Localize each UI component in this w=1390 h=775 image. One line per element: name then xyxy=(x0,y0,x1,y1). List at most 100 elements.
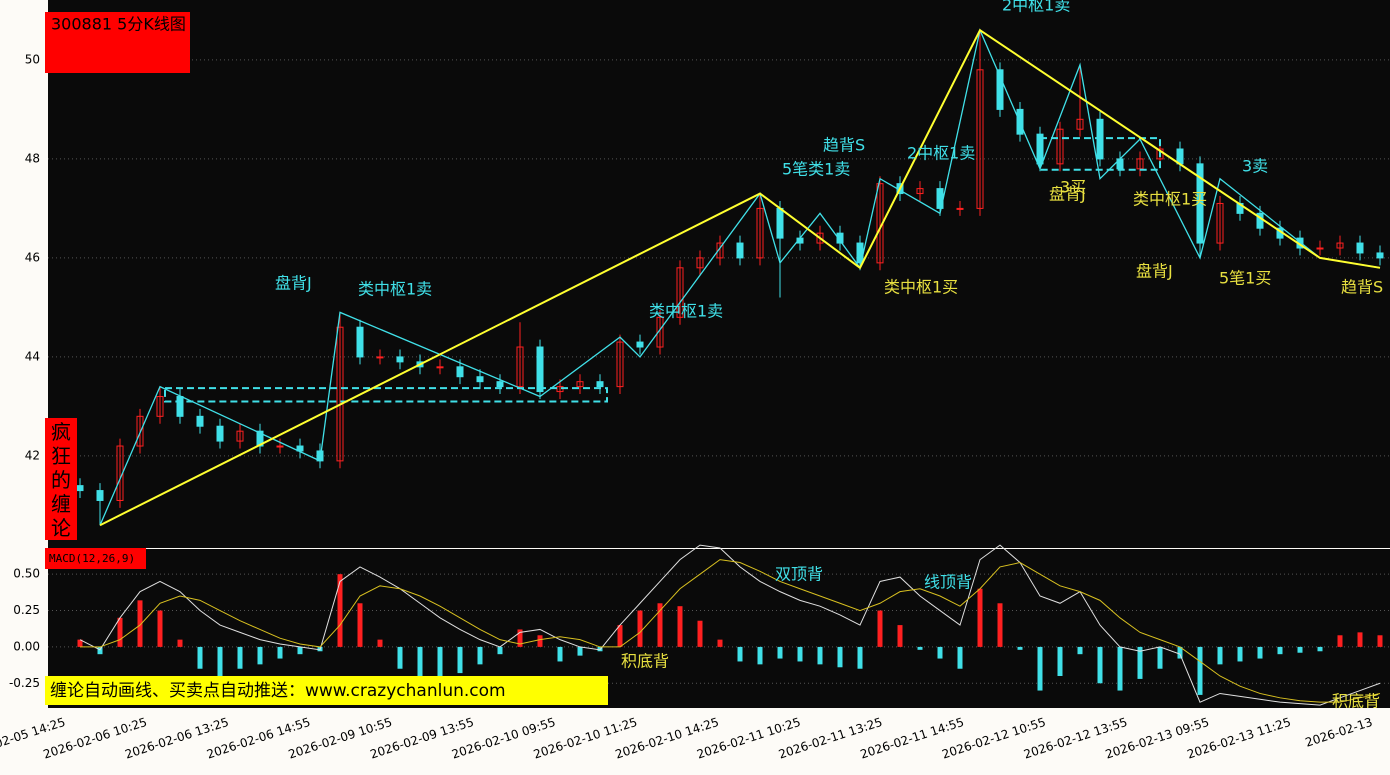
candle-body xyxy=(436,366,444,369)
macd-bar xyxy=(617,625,623,647)
candle-body xyxy=(1056,128,1064,165)
macd-bar xyxy=(937,646,943,659)
candle-body xyxy=(276,445,284,448)
macd-bar xyxy=(957,646,963,669)
macd-bar xyxy=(677,606,683,647)
macd-line xyxy=(79,544,1381,706)
price-panel xyxy=(48,0,1390,548)
candle-body xyxy=(596,381,604,388)
annotation: 积底背 xyxy=(621,652,669,671)
macd-bar xyxy=(637,610,643,647)
macd-bar xyxy=(737,646,743,662)
annotation: 趋背S xyxy=(1341,278,1383,297)
candle-body xyxy=(216,425,224,442)
macd-bar xyxy=(277,646,283,659)
y-tick-label: 48 xyxy=(25,151,40,165)
macd-bar xyxy=(517,629,523,647)
candle-body xyxy=(1336,242,1344,249)
y-tick-label: 46 xyxy=(25,250,40,264)
annotation: 类中枢1卖 xyxy=(358,280,432,299)
candle-body xyxy=(716,242,724,259)
y-tick-label: 0.00 xyxy=(13,639,40,653)
macd-bar xyxy=(777,646,783,659)
macd-bar xyxy=(877,610,883,647)
candle-body xyxy=(196,415,204,427)
pivot-zone xyxy=(1039,137,1161,171)
candle-body xyxy=(156,396,164,417)
macd-bar xyxy=(77,639,83,647)
candle-body xyxy=(456,366,464,378)
macd-bar xyxy=(997,603,1003,647)
macd-bar xyxy=(657,603,663,647)
macd-bar xyxy=(1077,646,1083,655)
macd-bar xyxy=(1357,632,1363,647)
macd-bar xyxy=(297,646,303,655)
candle-body xyxy=(256,430,264,447)
chart-title: 300881 5分K线图 xyxy=(51,15,186,34)
segment-line xyxy=(99,28,1381,527)
candle-body xyxy=(1356,242,1364,254)
y-tick-label: 44 xyxy=(25,349,40,363)
y-tick-label: 0.50 xyxy=(13,567,40,581)
macd-bar xyxy=(457,646,463,674)
macd-bar xyxy=(1197,646,1203,695)
y-tick-label: -0.25 xyxy=(9,676,40,690)
macd-bar xyxy=(257,646,263,665)
macd-title-box xyxy=(45,548,146,569)
macd-bar xyxy=(177,639,183,647)
macd-bar xyxy=(1097,646,1103,684)
macd-bar xyxy=(1277,646,1283,655)
macd-bar xyxy=(717,639,723,647)
macd-bar xyxy=(417,646,423,676)
candle-body xyxy=(916,188,924,195)
macd-bar xyxy=(1337,635,1343,647)
macd-bar xyxy=(97,646,103,655)
macd-bar xyxy=(117,617,123,647)
candle-body xyxy=(1216,202,1224,244)
annotation: 5笔1买 xyxy=(1219,269,1271,288)
title-box xyxy=(45,12,190,73)
candle-body xyxy=(1316,247,1324,250)
macd-bar xyxy=(157,610,163,647)
macd-bar xyxy=(1257,646,1263,659)
candle-body xyxy=(836,232,844,244)
candle-body xyxy=(136,415,144,447)
macd-bar xyxy=(697,620,703,647)
annotation: 趋背S xyxy=(823,136,865,155)
candle-body xyxy=(1076,118,1084,130)
macd-bar xyxy=(357,603,363,647)
macd-title: MACD(12,26,9) xyxy=(49,552,135,565)
macd-bar xyxy=(757,646,763,665)
annotation: 3卖 xyxy=(1242,157,1268,176)
macd-bar xyxy=(437,646,443,676)
candle-body xyxy=(676,267,684,318)
candle-body xyxy=(356,326,364,358)
macd-bar xyxy=(477,646,483,665)
candle-body xyxy=(516,346,524,388)
macd-bar xyxy=(1297,646,1303,653)
side-box xyxy=(45,418,77,540)
candle-body xyxy=(616,341,624,388)
side-label: 疯狂的缠论 xyxy=(51,420,71,540)
annotation: 2中枢1卖 xyxy=(907,144,975,163)
macd-bar xyxy=(977,588,983,647)
macd-bar xyxy=(577,646,583,656)
macd-bar xyxy=(897,625,903,647)
candle-body xyxy=(816,232,824,244)
macd-bar xyxy=(397,646,403,669)
macd-bar xyxy=(1157,646,1163,669)
banner: 缠论自动画线、买卖点自动推送：www.crazychanlun.com xyxy=(50,681,506,701)
annotation: 类中枢1买 xyxy=(1133,190,1207,209)
y-tick-label: 42 xyxy=(25,448,40,462)
annotation: 双顶背 xyxy=(775,565,823,584)
candle-body xyxy=(636,341,644,348)
annotation: 2中枢1卖 xyxy=(1002,0,1070,15)
annotation: 盘背J xyxy=(275,274,312,293)
annotation: 类中枢1卖 xyxy=(649,302,723,321)
macd-bar xyxy=(1117,646,1123,691)
macd-bar xyxy=(857,646,863,669)
macd-bar xyxy=(377,639,383,647)
candle-body xyxy=(336,326,344,462)
macd-bar xyxy=(1137,646,1143,679)
candle-body xyxy=(756,207,764,259)
